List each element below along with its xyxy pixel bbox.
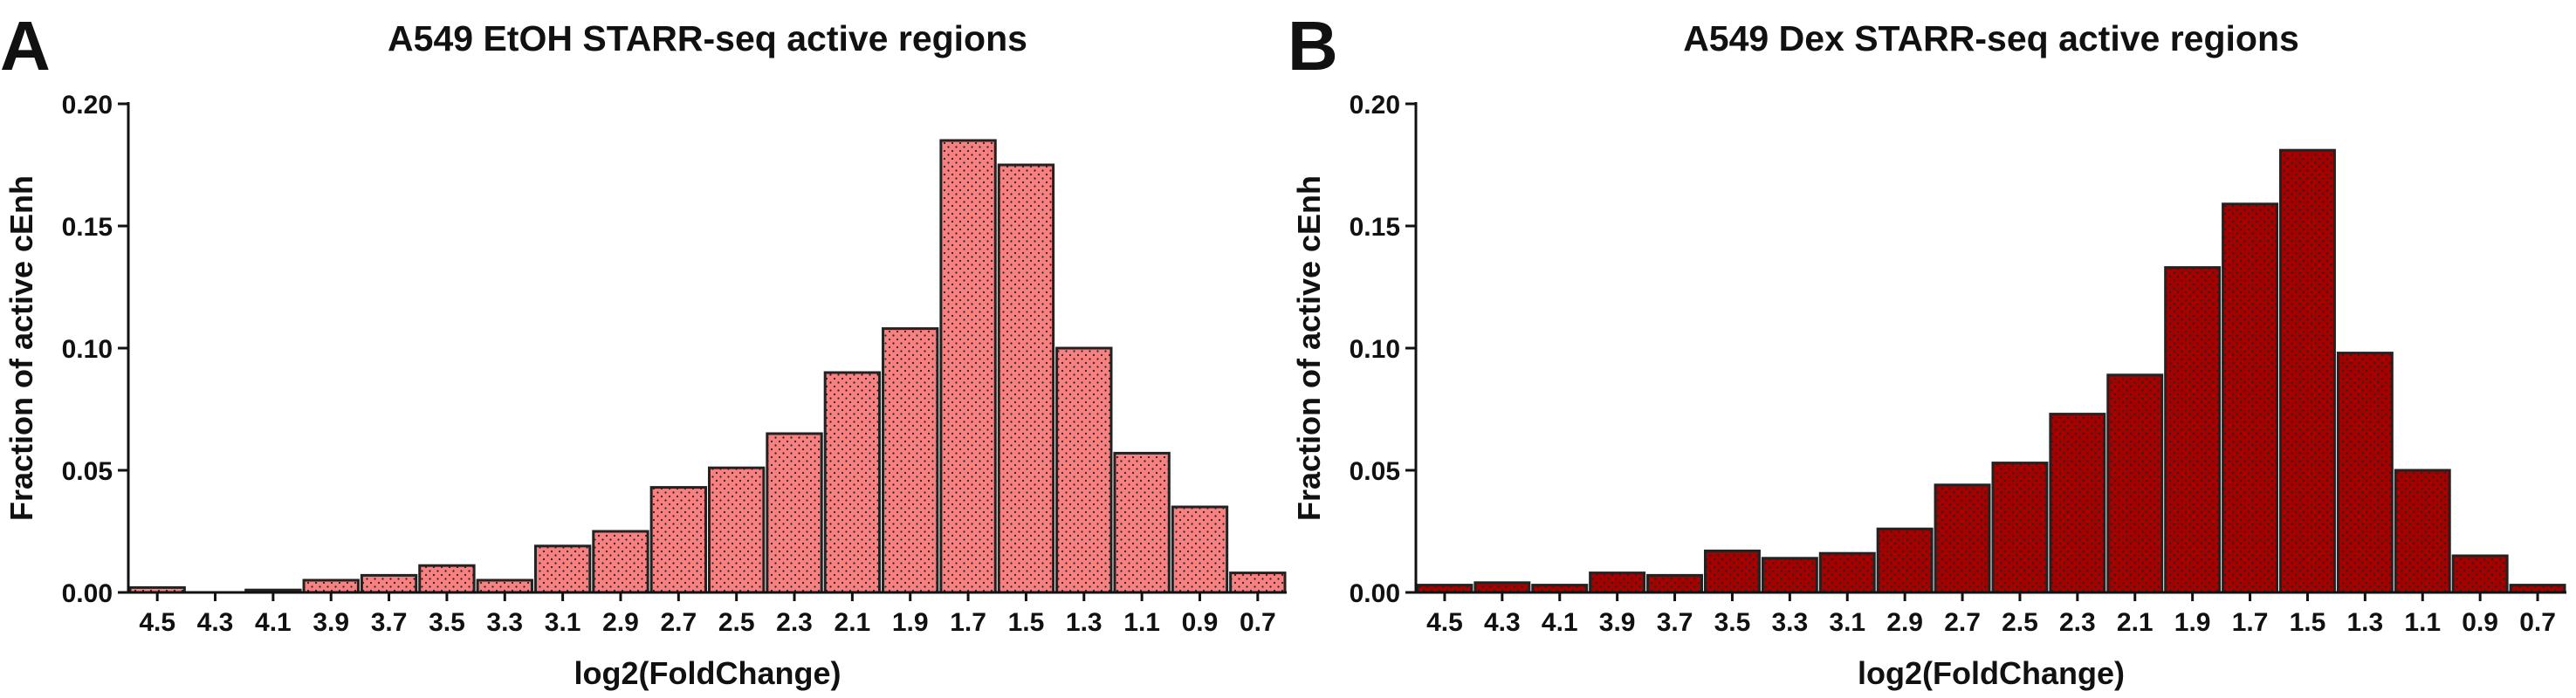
chart-title: A549 EtOH STARR-seq active regions [388, 18, 1027, 58]
bar [2336, 352, 2394, 594]
bar [2451, 554, 2509, 594]
x-tick-label: 0.7 [1240, 608, 1276, 637]
x-tick-label: 2.7 [660, 608, 697, 637]
bar [476, 578, 533, 594]
x-tick-label: 3.3 [1771, 608, 1808, 637]
bar [360, 573, 418, 594]
x-tick-label: 0.9 [1182, 608, 1219, 637]
x-tick-label: 2.7 [1944, 608, 1981, 637]
y-tick-label: 0.10 [1350, 335, 1400, 364]
x-tick-label: 4.5 [1426, 608, 1463, 637]
y-axis-label: Fraction of active cEnh [3, 175, 39, 521]
y-tick-label: 0.15 [62, 213, 113, 242]
x-tick-label: 2.5 [718, 608, 755, 637]
bar [1113, 451, 1171, 594]
x-tick-label: 2.1 [835, 608, 871, 637]
bar [2106, 373, 2164, 594]
x-tick-label: 1.3 [1066, 608, 1103, 637]
y-tick-label: 0.05 [62, 457, 113, 486]
x-tick-label: 1.3 [2346, 608, 2383, 637]
bar [1473, 581, 1531, 594]
y-tick-label: 0.05 [1350, 457, 1400, 486]
x-tick-label: 3.5 [1714, 608, 1751, 637]
x-tick-label: 3.3 [486, 608, 523, 637]
bar [2222, 202, 2279, 594]
x-tick-label: 2.9 [1886, 608, 1923, 637]
y-tick-label: 0.00 [62, 579, 113, 608]
bar [302, 578, 360, 594]
bar [649, 486, 708, 594]
x-tick-label: 2.9 [602, 608, 639, 637]
bar [418, 564, 476, 594]
bar [1703, 549, 1761, 594]
x-tick-label: 4.1 [255, 608, 292, 637]
x-tick-label: 1.5 [1008, 608, 1045, 637]
x-tick-label: 2.3 [2059, 608, 2096, 637]
x-tick-label: 2.3 [776, 608, 813, 637]
x-tick-label: 0.7 [2519, 608, 2556, 637]
bar [1589, 571, 1646, 594]
x-tick-label: 3.1 [545, 608, 581, 637]
y-axis-label: Fraction of active cEnh [1291, 175, 1327, 521]
bar [1229, 571, 1287, 594]
y-tick-label: 0.20 [62, 91, 113, 120]
bar [997, 163, 1055, 594]
chart-title: A549 Dex STARR-seq active regions [1683, 18, 2299, 58]
x-tick-label: 3.7 [1657, 608, 1693, 637]
y-tick-label: 0.00 [1350, 579, 1400, 608]
bar [1055, 346, 1113, 594]
x-tick-label: 1.9 [2174, 608, 2211, 637]
x-tick-label: 1.5 [2290, 608, 2326, 637]
x-axis-label: log2(FoldChange) [1858, 655, 2125, 691]
x-tick-label: 1.1 [1123, 608, 1160, 637]
y-tick-label: 0.10 [62, 335, 113, 364]
x-tick-label: 4.3 [197, 608, 234, 637]
bar [1818, 551, 1876, 594]
x-tick-label: 0.9 [2462, 608, 2498, 637]
bar [1991, 462, 2049, 594]
x-tick-label: 2.1 [2117, 608, 2154, 637]
bar [707, 466, 766, 594]
x-tick-label: 4.3 [1484, 608, 1521, 637]
bar [1761, 557, 1818, 594]
bar [2278, 148, 2336, 594]
bar [2164, 266, 2222, 594]
bar [1646, 573, 1704, 594]
y-tick-label: 0.15 [1350, 213, 1400, 242]
x-tick-label: 3.9 [1599, 608, 1636, 637]
x-tick-label: 3.1 [1829, 608, 1865, 637]
bar [1171, 505, 1229, 594]
x-tick-label: 1.9 [892, 608, 929, 637]
bar [882, 327, 939, 594]
bar [2394, 469, 2451, 594]
bar [533, 544, 592, 594]
y-tick-label: 0.20 [1350, 91, 1400, 120]
x-tick-label: 4.1 [1542, 608, 1578, 637]
bar [592, 530, 649, 594]
x-tick-label: 3.5 [429, 608, 465, 637]
bar [2049, 413, 2106, 594]
x-tick-label: 2.5 [2002, 608, 2038, 637]
x-tick-label: 1.7 [2232, 608, 2269, 637]
x-tick-label: 1.1 [2404, 608, 2441, 637]
panel-label: B [1288, 7, 1338, 85]
x-tick-label: 1.7 [950, 608, 986, 637]
bar [766, 432, 823, 594]
x-axis-label: log2(FoldChange) [574, 655, 841, 691]
x-tick-label: 3.9 [313, 608, 349, 637]
panel-label: A [0, 7, 51, 85]
bar [939, 139, 997, 594]
bar [823, 371, 882, 594]
bar [1934, 483, 1991, 594]
x-tick-label: 3.7 [371, 608, 408, 637]
bar [1876, 527, 1934, 594]
x-tick-label: 4.5 [139, 608, 175, 637]
